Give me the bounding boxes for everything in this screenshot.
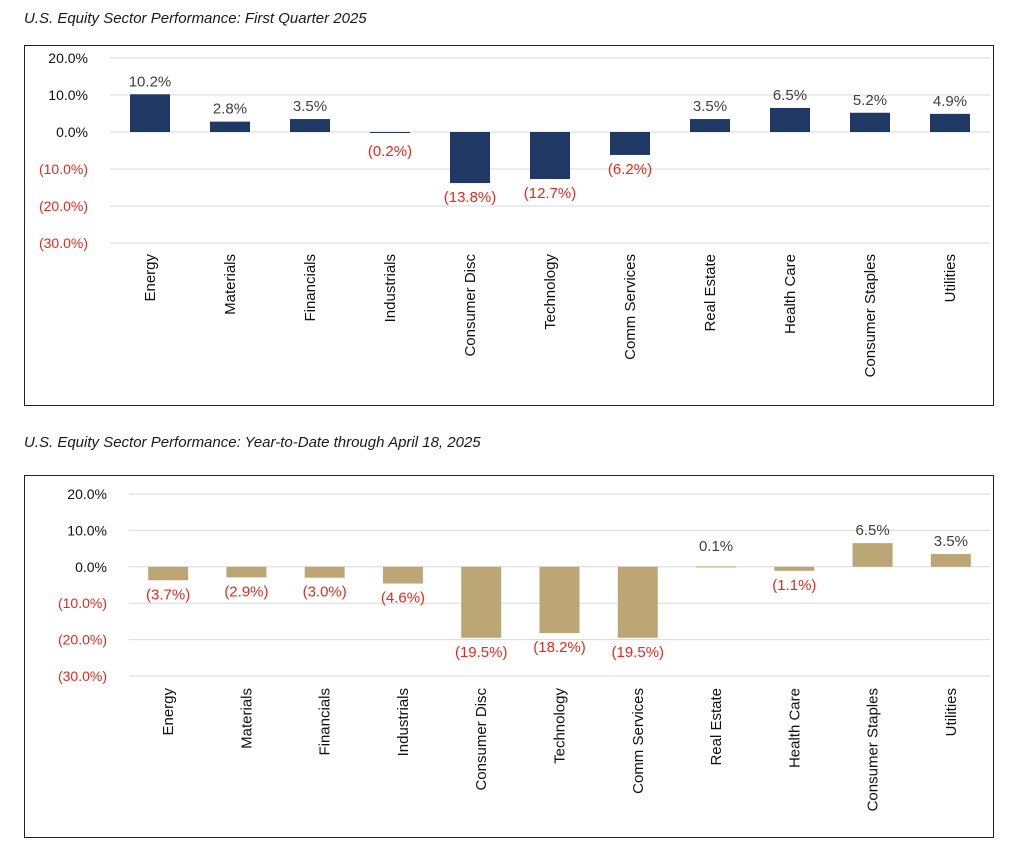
data-label: (6.2%) [608,161,652,178]
chart-ytd-svg: 20.0% 10.0% 0.0% (10.0%) (20.0%) (30.0%) (3.7%… [58,486,990,811]
category-label: Health Care [782,254,799,334]
bar-utilities [930,113,970,132]
category-label: Energy [142,254,159,302]
data-label: (13.8%) [444,189,497,206]
data-label: 4.9% [933,93,967,110]
category-label: Technology [542,254,559,330]
chart-title-ytd: U.S. Equity Sector Performance: Year-to-… [24,434,481,451]
y-tick-label: (10.0%) [58,595,107,611]
category-label: Energy [160,688,177,736]
bar-financials [290,119,330,132]
chart-q1-svg: 20.0% 10.0% 0.0% (10.0%) (20.0%) (30.0%) 10.2%… [39,50,990,377]
bar-consumer-disc [461,566,502,638]
data-label: 0.1% [699,538,733,555]
y-tick-label: (30.0%) [39,235,88,251]
bar-health-care [774,566,815,571]
bar-materials [226,566,267,578]
data-label: (19.5%) [612,644,665,661]
category-label: Health Care [786,688,803,768]
bar-technology [539,566,580,634]
bar-materials [210,121,250,132]
category-label: Consumer Staples [862,254,879,377]
category-label: Consumer Disc [462,254,479,357]
bar-energy [130,94,170,132]
y-tick-label: (10.0%) [39,161,88,177]
category-label: Industrials [382,254,399,322]
chart-q1: 20.0% 10.0% 0.0% (10.0%) (20.0%) (30.0%) 10.2%… [24,45,994,406]
bar-utilities [930,554,971,567]
data-label: 6.5% [855,522,889,539]
data-label: (2.9%) [224,583,268,600]
data-label: (18.2%) [533,639,586,656]
category-label: Financials [317,688,334,756]
category-label: Financials [302,254,319,322]
data-label: 2.8% [213,101,247,118]
bar-consumer-staples [852,543,893,567]
category-label: Utilities [942,254,959,302]
category-label: Real Estate [702,254,719,332]
bar-consumer-disc [450,132,490,184]
category-label: Comm Services [622,254,639,360]
bar-consumer-staples [850,112,890,132]
category-label: Consumer Staples [865,688,882,811]
y-tick-label: (30.0%) [58,668,107,684]
data-label: 3.5% [934,533,968,550]
data-label: (19.5%) [455,644,508,661]
data-label: (12.7%) [524,185,577,202]
chart-title-q1: U.S. Equity Sector Performance: First Qu… [24,10,367,27]
data-label: 5.2% [853,92,887,109]
bar-comm-services [617,566,658,638]
data-label: 10.2% [129,73,172,90]
bar-industrials [382,566,423,584]
data-label: 3.5% [693,98,727,115]
category-label: Utilities [943,688,960,736]
y-tick-label: 10.0% [48,87,88,103]
bar-real-estate [696,566,737,568]
y-tick-label: (20.0%) [39,198,88,214]
data-label: 6.5% [773,87,807,104]
category-label: Real Estate [708,688,725,766]
category-label: Consumer Disc [473,688,490,791]
category-label: Industrials [395,688,412,756]
bar-technology [530,132,570,179]
y-tick-label: 20.0% [48,50,88,66]
data-label: 3.5% [293,98,327,115]
category-label: Technology [552,688,569,764]
data-label: (3.7%) [146,586,190,603]
y-tick-label: 0.0% [75,559,107,575]
data-label: (4.6%) [381,590,425,607]
bar-industrials [370,132,410,133]
data-label: (0.2%) [368,143,412,160]
data-label: (1.1%) [772,577,816,594]
data-label: (3.0%) [303,584,347,601]
category-label: Materials [222,254,239,315]
y-tick-label: (20.0%) [58,632,107,648]
bar-energy [148,566,189,581]
y-tick-label: 10.0% [67,522,107,538]
y-tick-label: 0.0% [56,124,88,140]
chart-ytd: 20.0% 10.0% 0.0% (10.0%) (20.0%) (30.0%) (3.7%… [24,475,994,838]
bar-comm-services [610,132,650,155]
category-label: Comm Services [630,688,647,794]
bar-real-estate [690,119,730,132]
y-tick-label: 20.0% [67,486,107,502]
bar-financials [304,566,345,578]
bar-health-care [770,107,810,132]
category-label: Materials [238,688,255,749]
